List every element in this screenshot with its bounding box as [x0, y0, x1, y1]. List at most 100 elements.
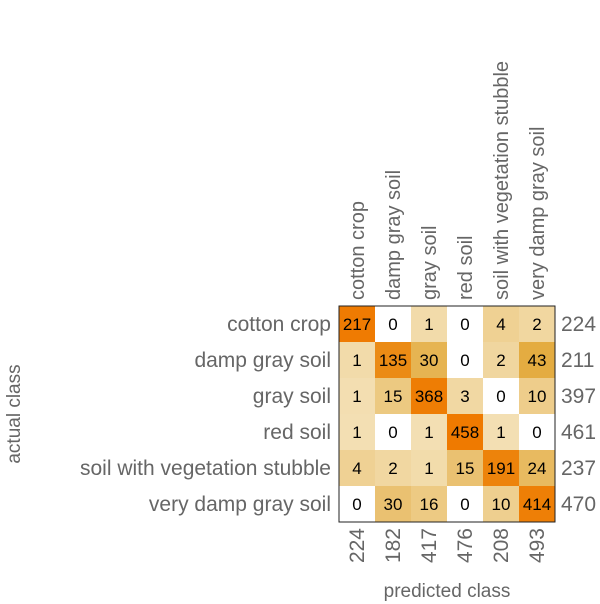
matrix-cell — [519, 342, 555, 378]
row-totals: 224 211 397 461 237 470 — [561, 313, 596, 516]
row-class-label: damp gray soil — [194, 349, 331, 372]
cell-value-label: 24 — [528, 459, 547, 478]
cell-value-label: 135 — [379, 351, 407, 370]
cell-value-label: 1 — [352, 387, 361, 406]
cell-value-label: 2 — [496, 351, 505, 370]
column-totals: 224 182 417 476 208 493 — [346, 528, 549, 563]
matrix-cell — [483, 378, 519, 414]
column-class-labels: cotton crop damp gray soil gray soil red so… — [347, 61, 549, 300]
row-class-label: gray soil — [253, 385, 331, 408]
matrix-cell — [375, 450, 411, 486]
cell-value-label: 458 — [451, 423, 479, 442]
row-class-label: red soil — [263, 421, 331, 444]
matrix-cell — [411, 306, 447, 342]
cell-value-label: 0 — [352, 495, 361, 514]
column-class-label: very damp gray soil — [527, 127, 549, 300]
x-axis-label: predicted class — [384, 581, 511, 602]
cell-value-label: 3 — [460, 387, 469, 406]
column-total-label: 182 — [382, 528, 405, 563]
matrix-cell — [519, 378, 555, 414]
row-total-label: 211 — [561, 349, 594, 372]
matrix-cell — [339, 450, 375, 486]
matrix-cell — [447, 414, 483, 450]
matrix-cells: 217 0 1 0 4 21 135 30 0 2 431 15 368 3 0 101 0 1 458 1 04 2 1 1… — [339, 306, 555, 522]
cell-value-label: 30 — [384, 495, 403, 514]
matrix-cell — [411, 450, 447, 486]
cell-value-label: 0 — [460, 315, 469, 334]
row-class-label: soil with vegetation stubble — [80, 457, 331, 480]
matrix-cell — [483, 450, 519, 486]
cell-value-label: 1 — [424, 423, 433, 442]
matrix-cell — [483, 342, 519, 378]
matrix-cell — [375, 378, 411, 414]
matrix-cell — [447, 306, 483, 342]
cell-value-label: 30 — [420, 351, 439, 370]
row-total-label: 397 — [561, 385, 596, 408]
y-axis-label: actual class — [4, 364, 25, 463]
column-total-label: 476 — [454, 528, 477, 563]
matrix-cell — [411, 342, 447, 378]
cell-value-label: 1 — [496, 423, 505, 442]
column-class-label: red soil — [455, 236, 477, 300]
cell-value-label: 1 — [352, 351, 361, 370]
row-class-label: very damp gray soil — [149, 493, 331, 516]
cell-value-label: 4 — [496, 315, 505, 334]
matrix-cell — [375, 306, 411, 342]
column-class-label: cotton crop — [347, 201, 369, 300]
column-total-label: 493 — [526, 528, 549, 563]
matrix-cell — [339, 378, 375, 414]
matrix-cell — [375, 342, 411, 378]
matrix-cell — [411, 414, 447, 450]
matrix-cell — [519, 486, 555, 522]
cell-value-label: 10 — [492, 495, 511, 514]
cell-value-label: 368 — [415, 387, 443, 406]
cell-value-label: 43 — [528, 351, 547, 370]
row-class-labels: cotton crop damp gray soil gray soil red so… — [80, 313, 331, 516]
matrix-cell — [447, 378, 483, 414]
matrix-cell — [339, 486, 375, 522]
cell-value-label: 15 — [456, 459, 475, 478]
cell-value-label: 0 — [388, 315, 397, 334]
matrix-cell — [447, 450, 483, 486]
column-total-label: 417 — [418, 528, 441, 563]
cell-value-label: 0 — [460, 351, 469, 370]
row-total-label: 237 — [561, 457, 596, 480]
matrix-cell — [519, 450, 555, 486]
cell-value-label: 0 — [532, 423, 541, 442]
row-total-label: 461 — [561, 421, 596, 444]
matrix-frame — [338, 305, 556, 523]
cell-value-label: 4 — [352, 459, 361, 478]
matrix-cell — [483, 414, 519, 450]
cell-value-label: 414 — [523, 495, 551, 514]
cell-value-label: 15 — [384, 387, 403, 406]
matrix-cell — [519, 306, 555, 342]
cell-value-label: 2 — [532, 315, 541, 334]
row-total-label: 470 — [561, 493, 596, 516]
column-class-label: damp gray soil — [383, 170, 405, 300]
matrix-cell — [375, 486, 411, 522]
cell-value-label: 16 — [420, 495, 439, 514]
cell-value-label: 0 — [460, 495, 469, 514]
cell-value-label: 1 — [424, 459, 433, 478]
matrix-cell — [411, 486, 447, 522]
matrix-cell — [411, 378, 447, 414]
matrix-cell — [447, 342, 483, 378]
cell-value-label: 0 — [388, 423, 397, 442]
column-class-label: gray soil — [419, 226, 441, 300]
row-total-label: 224 — [561, 313, 596, 336]
cell-value-label: 1 — [352, 423, 361, 442]
column-class-label: soil with vegetation stubble — [491, 61, 513, 300]
cell-value-label: 1 — [424, 315, 433, 334]
column-total-label: 224 — [346, 528, 369, 563]
matrix-cell — [519, 414, 555, 450]
matrix-cell — [483, 306, 519, 342]
matrix-cell — [339, 414, 375, 450]
matrix-cell — [483, 486, 519, 522]
column-total-label: 208 — [490, 528, 513, 563]
cell-value-label: 191 — [487, 459, 515, 478]
matrix-cell — [375, 414, 411, 450]
cell-value-label: 10 — [528, 387, 547, 406]
cell-value-label: 0 — [496, 387, 505, 406]
